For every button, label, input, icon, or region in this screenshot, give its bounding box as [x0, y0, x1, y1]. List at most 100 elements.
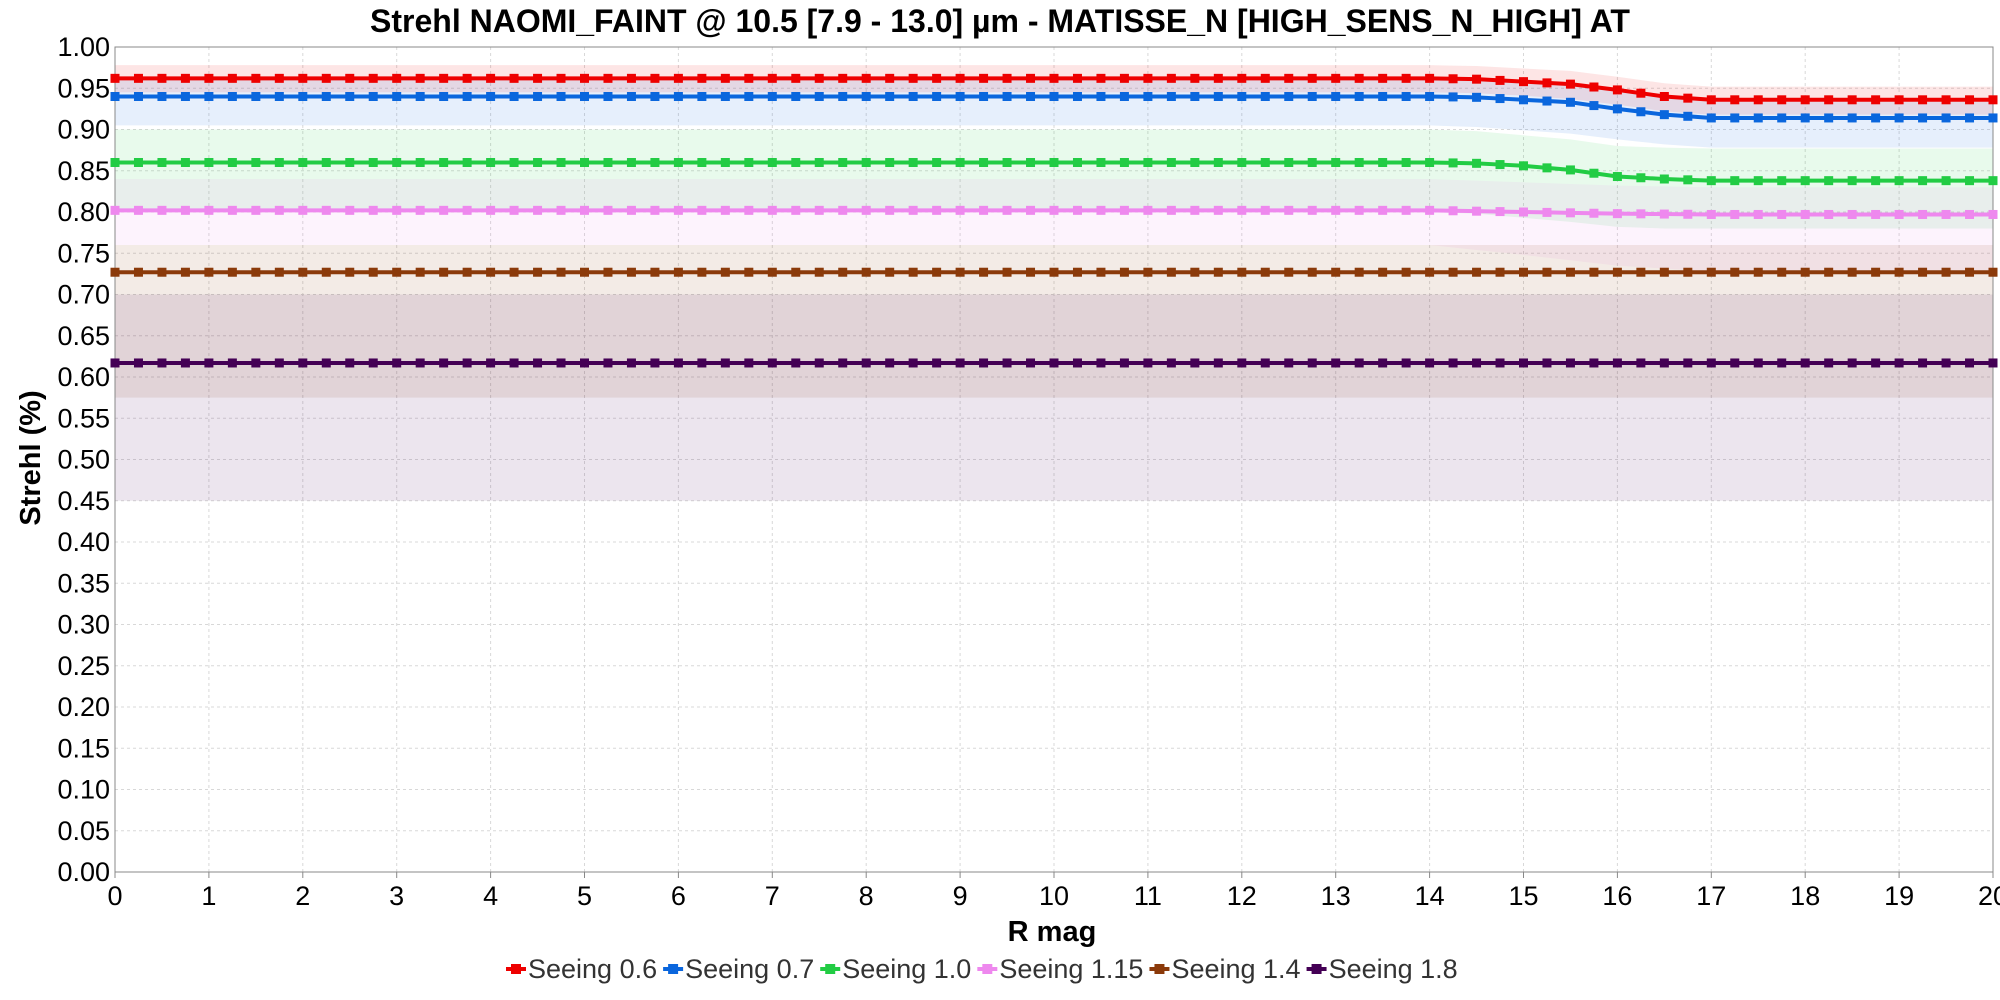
- data-point: [767, 158, 777, 167]
- data-point: [1824, 113, 1834, 123]
- data-point: [1425, 92, 1435, 101]
- legend-item[interactable]: Seeing 1.8: [1306, 954, 1458, 984]
- data-point: [650, 205, 660, 215]
- legend-label: Seeing 1.0: [842, 954, 971, 984]
- data-point: [908, 267, 918, 277]
- data-point: [1448, 267, 1458, 277]
- data-point: [650, 158, 660, 167]
- data-point: [415, 267, 425, 277]
- data-point: [979, 267, 989, 277]
- data-point: [1941, 176, 1951, 186]
- data-point: [1307, 158, 1317, 167]
- data-point: [1096, 73, 1106, 83]
- data-point: [861, 92, 871, 101]
- data-point: [1143, 205, 1153, 215]
- data-point: [133, 73, 143, 83]
- data-point: [392, 205, 402, 215]
- data-point: [1284, 158, 1294, 167]
- data-point: [1166, 92, 1176, 101]
- data-point: [1495, 160, 1505, 170]
- data-point: [1894, 95, 1904, 105]
- data-point: [533, 73, 543, 83]
- data-point: [838, 358, 848, 368]
- data-point: [1730, 267, 1740, 277]
- y-tick-label: 0.10: [57, 775, 110, 805]
- data-point: [1706, 176, 1716, 186]
- data-point: [1448, 74, 1458, 84]
- data-point: [486, 267, 496, 277]
- data-point: [345, 158, 355, 167]
- data-point: [392, 158, 402, 167]
- data-point: [1378, 158, 1388, 167]
- data-point: [1941, 95, 1951, 105]
- data-point: [1612, 209, 1622, 219]
- x-tick-label: 8: [859, 881, 874, 911]
- data-point: [744, 73, 754, 83]
- data-point: [1706, 95, 1716, 105]
- data-point: [509, 92, 519, 101]
- data-point: [626, 73, 636, 83]
- data-point: [1166, 73, 1176, 83]
- legend-label: Seeing 1.4: [1171, 954, 1300, 984]
- data-point: [1119, 267, 1129, 277]
- data-point: [744, 358, 754, 368]
- x-tick-label: 10: [1039, 881, 1069, 911]
- x-tick-label: 19: [1884, 881, 1914, 911]
- data-point: [321, 73, 331, 83]
- data-point: [533, 267, 543, 277]
- data-point: [486, 92, 496, 101]
- series: [110, 205, 1998, 219]
- data-point: [1659, 267, 1669, 277]
- data-point: [1800, 95, 1810, 105]
- x-tick-label: 7: [765, 881, 780, 911]
- data-point: [767, 358, 777, 368]
- data-point: [720, 73, 730, 83]
- data-point: [1495, 267, 1505, 277]
- legend-item[interactable]: Seeing 0.7: [663, 954, 814, 984]
- data-point: [1237, 158, 1247, 167]
- legend-item[interactable]: Seeing 1.4: [1149, 954, 1301, 984]
- data-point: [1683, 209, 1693, 219]
- data-point: [1894, 209, 1904, 219]
- data-point: [1612, 85, 1622, 95]
- legend-label: Seeing 0.7: [685, 954, 814, 984]
- data-point: [1495, 94, 1505, 104]
- data-point: [1894, 358, 1904, 368]
- data-point: [486, 158, 496, 167]
- data-point: [1049, 73, 1059, 83]
- data-point: [439, 205, 449, 215]
- y-tick-label: 1.00: [57, 32, 110, 62]
- data-point: [1448, 92, 1458, 102]
- data-point: [1519, 161, 1528, 171]
- data-point: [321, 205, 331, 215]
- data-point: [1519, 95, 1528, 105]
- data-point: [1589, 82, 1599, 92]
- data-point: [274, 158, 284, 167]
- data-point: [1378, 358, 1388, 368]
- legend-swatch-marker: [668, 964, 679, 974]
- data-point: [227, 92, 237, 101]
- data-point: [180, 92, 190, 101]
- data-point: [885, 92, 895, 101]
- y-tick-label: 0.30: [57, 610, 110, 640]
- data-point: [1800, 176, 1810, 186]
- legend-item[interactable]: Seeing 1.15: [977, 954, 1143, 984]
- data-point: [1565, 97, 1575, 107]
- data-point: [439, 267, 449, 277]
- x-tick-label: 5: [577, 881, 592, 911]
- legend-item[interactable]: Seeing 0.6: [506, 954, 657, 984]
- data-point: [673, 267, 683, 277]
- y-axis-label: Strehl (%): [15, 390, 47, 525]
- data-point: [1425, 205, 1435, 215]
- data-point: [1002, 358, 1012, 368]
- x-tick-label: 0: [107, 881, 122, 911]
- legend-item[interactable]: Seeing 1.0: [820, 954, 971, 984]
- data-point: [345, 92, 355, 101]
- data-point: [697, 267, 707, 277]
- data-point: [1824, 267, 1834, 277]
- data-point: [345, 205, 355, 215]
- data-point: [298, 158, 308, 167]
- data-point: [1237, 205, 1247, 215]
- data-point: [1706, 358, 1716, 368]
- data-point: [321, 158, 331, 167]
